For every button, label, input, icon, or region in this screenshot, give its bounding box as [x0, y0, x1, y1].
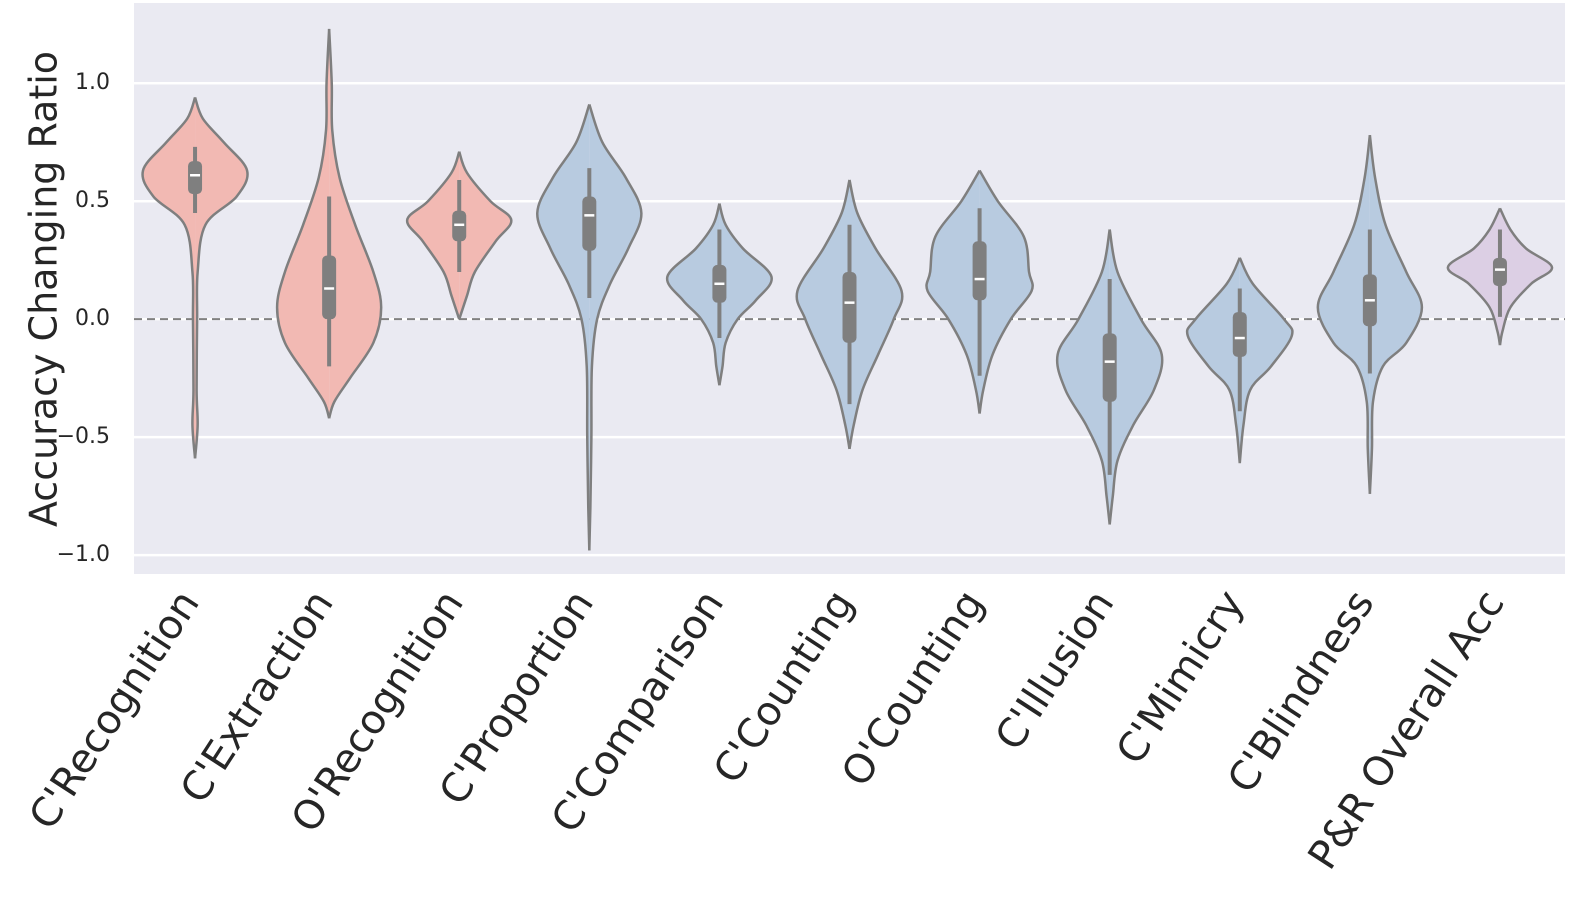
- violin-body: [1446, 207, 1502, 346]
- box: [1102, 333, 1117, 402]
- box: [842, 271, 857, 343]
- violin-body: [1108, 229, 1164, 525]
- box: [972, 241, 987, 301]
- violin-body: [275, 28, 331, 419]
- x-tick-label: C'Illusion: [987, 582, 1124, 758]
- y-tick-label: 1.0: [75, 70, 110, 95]
- violin-body: [1185, 257, 1242, 464]
- y-tick-label: 0.0: [75, 306, 110, 331]
- y-tick-label: 0.5: [75, 188, 110, 213]
- violin-body: [718, 203, 773, 386]
- x-tick-label: C'Recognition: [21, 582, 209, 837]
- violin-body: [588, 104, 643, 551]
- violin-body: [1368, 134, 1424, 494]
- box: [1492, 257, 1507, 287]
- violin-body: [458, 151, 513, 320]
- violin-body: [665, 203, 721, 386]
- box: [188, 161, 203, 195]
- violin-body: [1316, 134, 1372, 494]
- violin-body: [193, 96, 249, 459]
- y-tick-label: −0.5: [57, 424, 110, 449]
- violin-body: [1238, 257, 1294, 464]
- violin-body: [536, 104, 591, 551]
- violin-body: [327, 28, 383, 419]
- violin-body: [848, 179, 904, 450]
- x-tick-label: C'Mimicry: [1108, 582, 1254, 772]
- violin-body: [141, 96, 197, 459]
- violin-body: [1055, 229, 1111, 525]
- violin-body: [405, 151, 461, 320]
- violin-body: [795, 179, 851, 450]
- box: [582, 196, 597, 251]
- y-axis-label: Accuracy Changing Ratio: [22, 51, 66, 527]
- violin-body: [978, 169, 1034, 414]
- violin-body: [925, 169, 981, 414]
- violin-body: [1498, 207, 1554, 346]
- box: [1232, 312, 1247, 357]
- y-tick-label: −1.0: [57, 542, 110, 567]
